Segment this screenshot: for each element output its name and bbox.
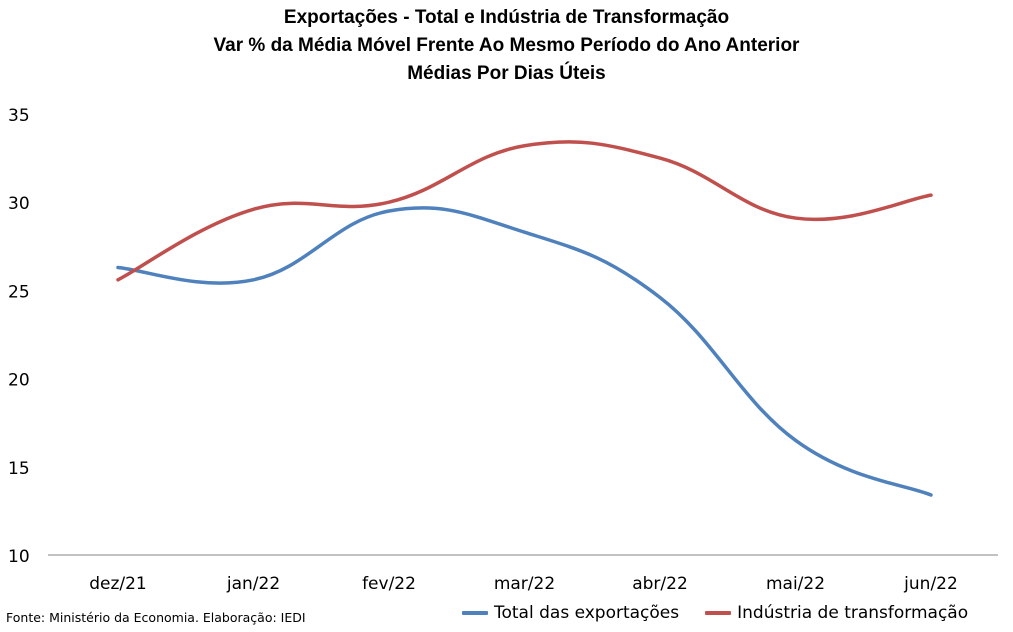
legend-item-total-exportacoes: Total das exportações [462,603,679,623]
legend-item-industria-transformacao: Indústria de transformação [705,603,968,623]
legend-swatch-industria-transformacao [705,611,732,615]
y-tick-label: 25 [8,282,30,302]
x-axis-tick-labels: dez/21 jan/22 fev/22 mar/22 abr/22 mai/22 jun/… [89,574,958,594]
x-tick-label: jun/22 [903,574,958,594]
y-tick-label: 35 [8,106,30,126]
series-line-total-exportacoes [116,206,933,497]
x-tick-label: abr/22 [632,574,688,594]
chart-title: Exportações - Total e Indústria de Trans… [0,4,1013,88]
y-tick-label: 30 [8,194,30,214]
y-tick-label: 15 [8,459,30,479]
legend-label-industria-transformacao: Indústria de transformação [737,603,969,623]
x-tick-label: mai/22 [766,574,825,594]
legend-label-total-exportacoes: Total das exportações [494,603,680,623]
x-tick-label: mar/22 [494,574,555,594]
source-note: Fonte: Ministério da Economia. Elaboraçã… [6,610,306,625]
series-line-industria-transformacao [116,140,933,282]
x-tick-label: dez/21 [89,574,147,594]
chart-title-line-3: Médias Por Dias Úteis [407,63,606,84]
chart-title-line-2: Var % da Média Móvel Frente Ao Mesmo Per… [213,35,800,56]
y-tick-label: 10 [8,547,30,567]
x-tick-label: fev/22 [362,574,416,594]
legend-swatch-total-exportacoes [462,611,488,615]
y-tick-label: 20 [8,371,30,391]
series-lines [116,140,933,497]
y-axis-tick-labels: 35 30 25 20 15 10 [8,106,30,567]
x-tick-label: jan/22 [226,574,280,594]
chart-title-line-1: Exportações - Total e Indústria de Trans… [283,7,730,28]
chart-legend: Total das exportações Indústria de trans… [462,603,968,623]
